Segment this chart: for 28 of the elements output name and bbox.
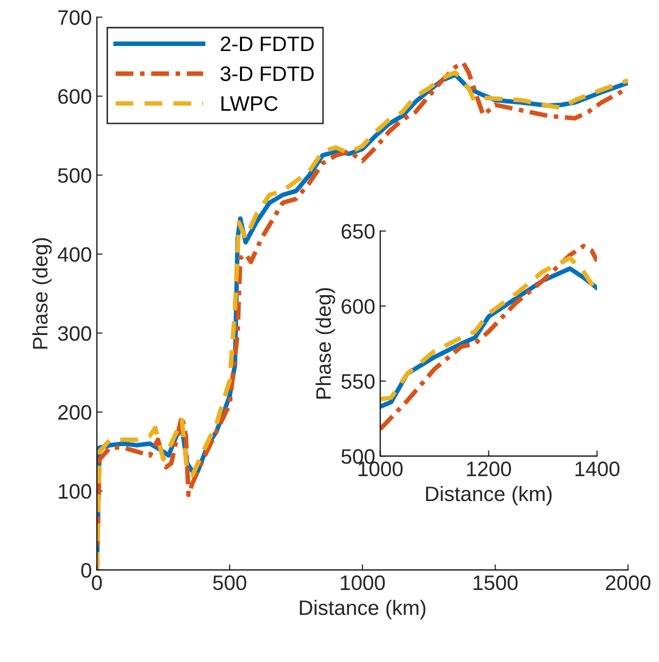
y-tick-label: 550 bbox=[341, 374, 375, 389]
y-tick-label: 100 bbox=[58, 484, 92, 499]
y-tick-label: 400 bbox=[58, 247, 92, 262]
x-tick-label: 1200 bbox=[467, 462, 512, 476]
legend-label: 3-D FDTD bbox=[220, 66, 314, 82]
y-tick-label: 700 bbox=[58, 10, 92, 25]
x-tick-label: 0 bbox=[92, 575, 102, 590]
y-axis-title: Phase (deg) bbox=[32, 238, 52, 349]
y-tick-label: 200 bbox=[58, 405, 92, 420]
x-tick-label: 500 bbox=[213, 575, 246, 590]
x-tick-label: 1000 bbox=[340, 575, 385, 590]
y-tick-label: 650 bbox=[342, 224, 375, 239]
legend-label: LWPC bbox=[222, 96, 278, 111]
x-tick-label: 1000 bbox=[358, 462, 403, 476]
x-axis-title: Distance (km) bbox=[426, 486, 552, 506]
x-tick-label: 1400 bbox=[575, 462, 620, 476]
x-tick-label: 1500 bbox=[474, 575, 518, 590]
y-tick-label: 500 bbox=[341, 449, 375, 464]
x-tick-label: 2000 bbox=[606, 575, 650, 590]
legend-label: 2-D FDTD bbox=[220, 36, 314, 52]
y-tick-label: 500 bbox=[58, 168, 92, 183]
y-tick-label: 0 bbox=[81, 562, 92, 578]
y-axis-title: Phase (deg) bbox=[316, 288, 336, 399]
y-tick-label: 600 bbox=[342, 299, 375, 314]
x-axis-title: Distance (km) bbox=[300, 600, 426, 620]
line-series bbox=[380, 244, 598, 432]
y-tick-label: 600 bbox=[58, 89, 92, 104]
y-tick-label: 300 bbox=[58, 326, 92, 341]
